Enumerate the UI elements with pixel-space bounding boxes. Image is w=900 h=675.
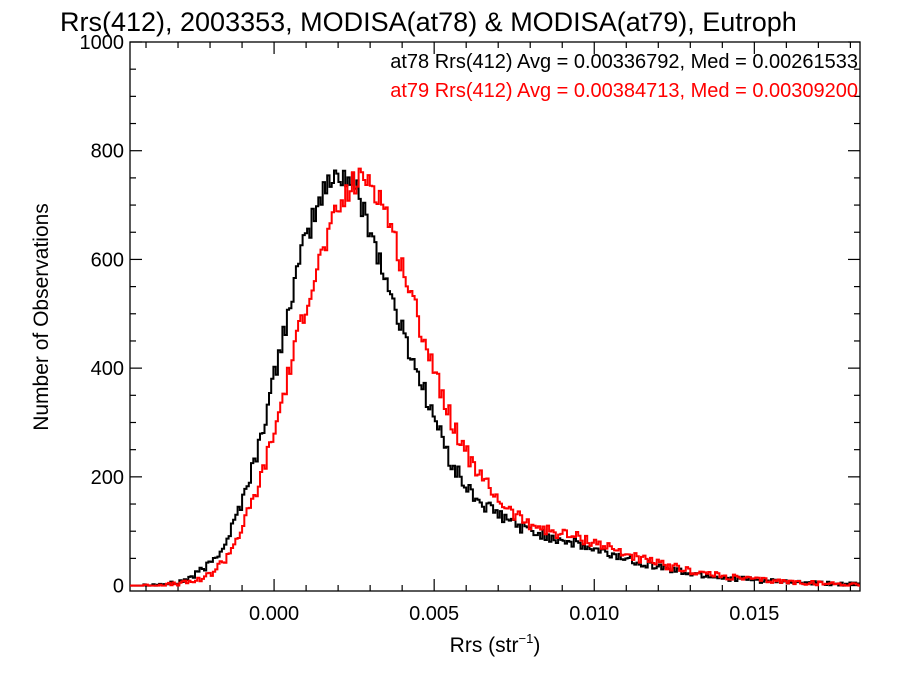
x-axis-title-close: ): [533, 634, 540, 657]
axis-ticks: 0 200 400 600 800 1000 0.000 0.005 0.010 0.015: [80, 32, 860, 625]
x-tick-label: 0.000: [249, 603, 299, 625]
legend-at79: at79 Rrs(412) Avg = 0.00384713, Med = 0.…: [390, 80, 858, 102]
y-axis-title: Number of Observations: [30, 203, 53, 431]
series-line-at78: [130, 169, 860, 587]
series-line-at79: [130, 167, 860, 587]
y-tick-label: 400: [91, 358, 124, 380]
x-axis-title-sup: −1: [519, 631, 534, 646]
y-tick-label: 800: [91, 141, 124, 163]
plot-frame: [129, 41, 861, 592]
series-layer: [130, 167, 860, 587]
x-tick-label: 0.010: [569, 603, 619, 625]
chart-title: Rrs(412), 2003353, MODISA(at78) & MODISA…: [60, 7, 797, 37]
x-tick-label: 0.015: [729, 603, 779, 625]
y-tick-label: 0: [113, 576, 124, 598]
y-tick-label: 600: [91, 249, 124, 271]
y-tick-label: 1000: [80, 32, 125, 54]
legend-at78: at78 Rrs(412) Avg = 0.00336792, Med = 0.…: [390, 51, 858, 73]
x-axis-title-main: Rrs (str: [450, 634, 519, 657]
x-axis-title: Rrs (str−1): [450, 631, 541, 657]
y-tick-label: 200: [91, 467, 124, 489]
x-tick-label: 0.005: [409, 603, 459, 625]
